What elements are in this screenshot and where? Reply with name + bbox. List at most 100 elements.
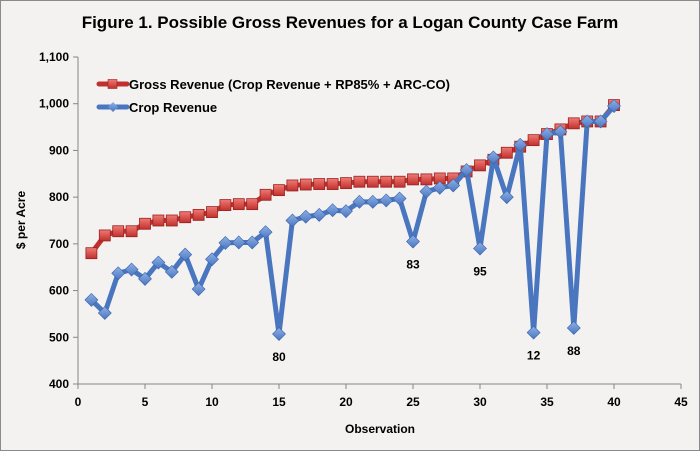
data-point (313, 178, 326, 190)
x-tick-label: 20 (339, 395, 353, 409)
y-tick-label: 900 (49, 143, 69, 157)
data-point (191, 282, 206, 297)
data-point (499, 190, 514, 205)
data-point (179, 211, 192, 224)
data-point (205, 252, 219, 267)
data-point (380, 175, 393, 188)
x-axis-label: Observation (345, 422, 415, 436)
x-tick-label: 40 (607, 395, 621, 409)
legend-marker-square-icon (107, 79, 118, 89)
data-point (206, 206, 218, 218)
data-point (407, 173, 419, 186)
data-point (379, 193, 394, 208)
data-point (432, 180, 447, 195)
data-point (419, 184, 434, 199)
data-point (97, 306, 112, 320)
data-point (340, 177, 352, 190)
data-point (151, 255, 166, 270)
data-point (339, 204, 353, 219)
y-tick-label: 800 (49, 190, 69, 204)
x-tick-label: 10 (205, 395, 219, 409)
data-point (85, 247, 98, 260)
y-tick-label: 1,000 (39, 97, 69, 111)
legend: Gross Revenue (Crop Revenue + RP85% + AR… (96, 77, 450, 115)
data-point (164, 264, 179, 279)
data-point (218, 235, 233, 250)
data-point (540, 127, 554, 142)
data-point (593, 114, 608, 129)
data-point (312, 207, 327, 222)
y-tick-label: 1,100 (39, 50, 69, 64)
data-point (393, 175, 406, 188)
data-point (273, 184, 285, 197)
annotation-label: 12 (527, 349, 541, 363)
data-point (192, 208, 205, 221)
data-point (112, 225, 125, 238)
data-point (124, 262, 139, 277)
x-tick-label: 25 (406, 395, 420, 409)
y-axis-label: $ per Acre (14, 191, 28, 250)
series-line (89, 104, 616, 337)
data-point (406, 234, 420, 249)
annotation-label: 95 (473, 265, 487, 279)
legend-entry: Crop Revenue (96, 100, 217, 115)
data-point (219, 199, 232, 211)
data-point (366, 175, 379, 188)
annotation-label: 88 (567, 344, 581, 358)
chart-title: Figure 1. Possible Gross Revenues for a … (82, 13, 619, 32)
data-point (111, 266, 126, 281)
series-crop-revenue (84, 99, 621, 341)
data-point (486, 150, 501, 165)
data-point (513, 137, 528, 152)
data-point (178, 247, 193, 262)
data-point (527, 134, 540, 147)
data-point (392, 191, 407, 206)
annotation-label: 83 (406, 258, 420, 272)
x-tick-label: 5 (142, 395, 149, 409)
data-point (526, 325, 541, 340)
data-point (139, 217, 151, 230)
data-point (580, 114, 595, 129)
x-tick-label: 35 (540, 395, 554, 409)
legend-marker-diamond-icon (108, 102, 118, 112)
data-point (138, 271, 152, 286)
data-point (459, 163, 474, 177)
data-point (259, 188, 272, 201)
axes: 400 500 600 700 800 900 1,000 1,100 0 5 10 15 20 25 30… (39, 50, 688, 409)
data-point (286, 179, 299, 192)
data-point (500, 146, 513, 159)
data-point (231, 235, 246, 250)
data-point (246, 198, 259, 211)
data-point (326, 178, 339, 190)
data-point (298, 209, 313, 224)
series-line (89, 103, 616, 255)
data-point (98, 229, 111, 242)
series-group: 80 83 95 12 88 (84, 99, 621, 364)
data-point (285, 213, 300, 228)
y-tick-label: 500 (49, 330, 69, 344)
data-point (567, 117, 580, 130)
data-point (420, 173, 433, 186)
data-point (607, 99, 621, 113)
data-point (365, 194, 380, 209)
data-point (566, 321, 581, 335)
data-point (299, 178, 312, 191)
data-point (84, 292, 99, 307)
data-point (353, 175, 366, 188)
y-tick-label: 700 (49, 237, 69, 251)
data-point (473, 241, 487, 256)
data-point (125, 225, 138, 238)
y-tick-label: 600 (49, 284, 69, 298)
data-point (474, 159, 486, 172)
data-point (272, 327, 286, 341)
x-tick-label: 0 (75, 395, 82, 409)
data-point (553, 124, 568, 139)
data-point (245, 235, 260, 250)
data-point (352, 194, 367, 209)
legend-entry: Gross Revenue (Crop Revenue + RP85% + AR… (96, 77, 450, 92)
data-point (258, 225, 273, 240)
x-tick-label: 30 (473, 395, 487, 409)
x-tick-label: 15 (272, 395, 286, 409)
legend-label: Gross Revenue (Crop Revenue + RP85% + AR… (129, 77, 450, 92)
